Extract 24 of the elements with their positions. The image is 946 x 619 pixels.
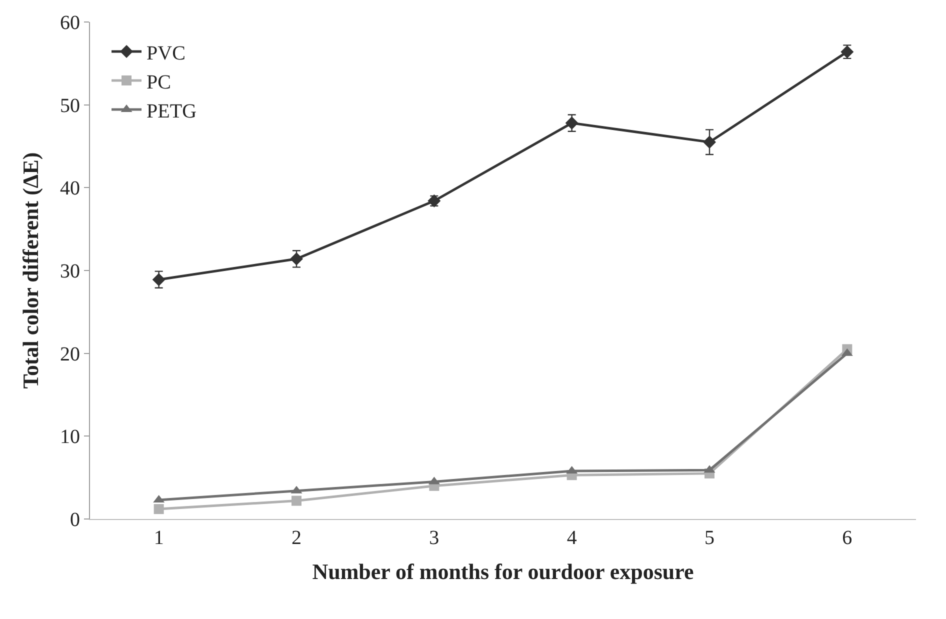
y-tick-label: 50 xyxy=(60,94,80,117)
x-tick-label: 2 xyxy=(292,527,302,549)
x-tick-label: 5 xyxy=(704,527,714,549)
y-tick-label: 10 xyxy=(60,426,80,448)
legend-label: PVC xyxy=(146,42,186,64)
point xyxy=(703,136,716,149)
x-tick-label: 1 xyxy=(154,527,164,549)
y-tick-label: 20 xyxy=(60,343,80,366)
y-tick-label: 60 xyxy=(60,12,80,34)
point xyxy=(292,496,302,506)
legend-label: PC xyxy=(146,71,171,94)
point xyxy=(154,504,164,514)
point xyxy=(152,273,166,286)
x-tick-label: 4 xyxy=(566,527,577,549)
x-tick-label: 6 xyxy=(842,527,852,549)
x-tick-label: 3 xyxy=(429,527,440,549)
x-axis-title: Number of months for ourdoor exposure xyxy=(312,558,694,584)
legend-label: PETG xyxy=(146,100,197,122)
point xyxy=(565,116,578,130)
y-tick-label: 0 xyxy=(70,509,80,531)
y-tick-label: 40 xyxy=(60,178,80,200)
y-tick-label: 30 xyxy=(60,260,80,282)
y-axis-title: Total color different (ΔE) xyxy=(18,152,43,389)
point xyxy=(290,252,303,266)
